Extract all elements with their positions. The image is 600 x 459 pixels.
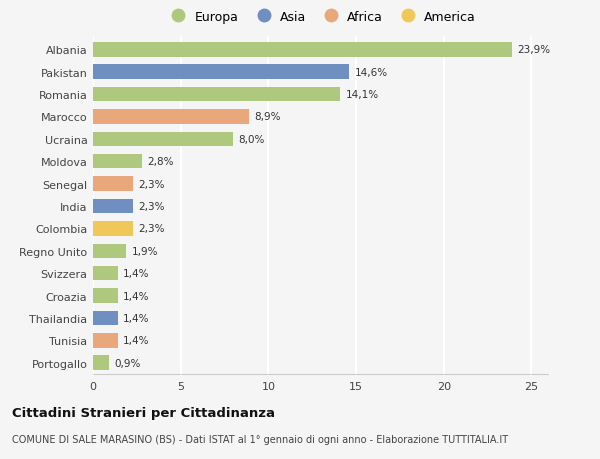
Bar — [93, 333, 118, 348]
Text: 1,9%: 1,9% — [131, 246, 158, 256]
Legend: Europa, Asia, Africa, America: Europa, Asia, Africa, America — [166, 11, 476, 24]
Bar — [93, 132, 233, 147]
Bar — [93, 110, 249, 124]
Bar — [93, 311, 118, 325]
Bar — [93, 177, 133, 191]
Text: 8,0%: 8,0% — [239, 134, 265, 145]
Text: 0,9%: 0,9% — [114, 358, 140, 368]
Bar — [93, 244, 127, 258]
Text: COMUNE DI SALE MARASINO (BS) - Dati ISTAT al 1° gennaio di ogni anno - Elaborazi: COMUNE DI SALE MARASINO (BS) - Dati ISTA… — [12, 434, 508, 444]
Bar — [93, 289, 118, 303]
Bar — [93, 155, 142, 169]
Text: 2,8%: 2,8% — [148, 157, 174, 167]
Text: 1,4%: 1,4% — [123, 269, 149, 279]
Bar — [93, 199, 133, 214]
Text: 1,4%: 1,4% — [123, 291, 149, 301]
Bar — [93, 88, 340, 102]
Bar — [93, 266, 118, 281]
Text: 8,9%: 8,9% — [254, 112, 281, 122]
Text: Cittadini Stranieri per Cittadinanza: Cittadini Stranieri per Cittadinanza — [12, 406, 275, 419]
Text: 23,9%: 23,9% — [517, 45, 551, 55]
Text: 2,3%: 2,3% — [139, 202, 165, 212]
Bar — [93, 43, 512, 57]
Text: 1,4%: 1,4% — [123, 313, 149, 323]
Text: 1,4%: 1,4% — [123, 336, 149, 346]
Text: 2,3%: 2,3% — [139, 224, 165, 234]
Text: 2,3%: 2,3% — [139, 179, 165, 189]
Bar — [93, 356, 109, 370]
Bar — [93, 65, 349, 80]
Text: 14,1%: 14,1% — [346, 90, 379, 100]
Bar — [93, 222, 133, 236]
Text: 14,6%: 14,6% — [355, 67, 388, 78]
